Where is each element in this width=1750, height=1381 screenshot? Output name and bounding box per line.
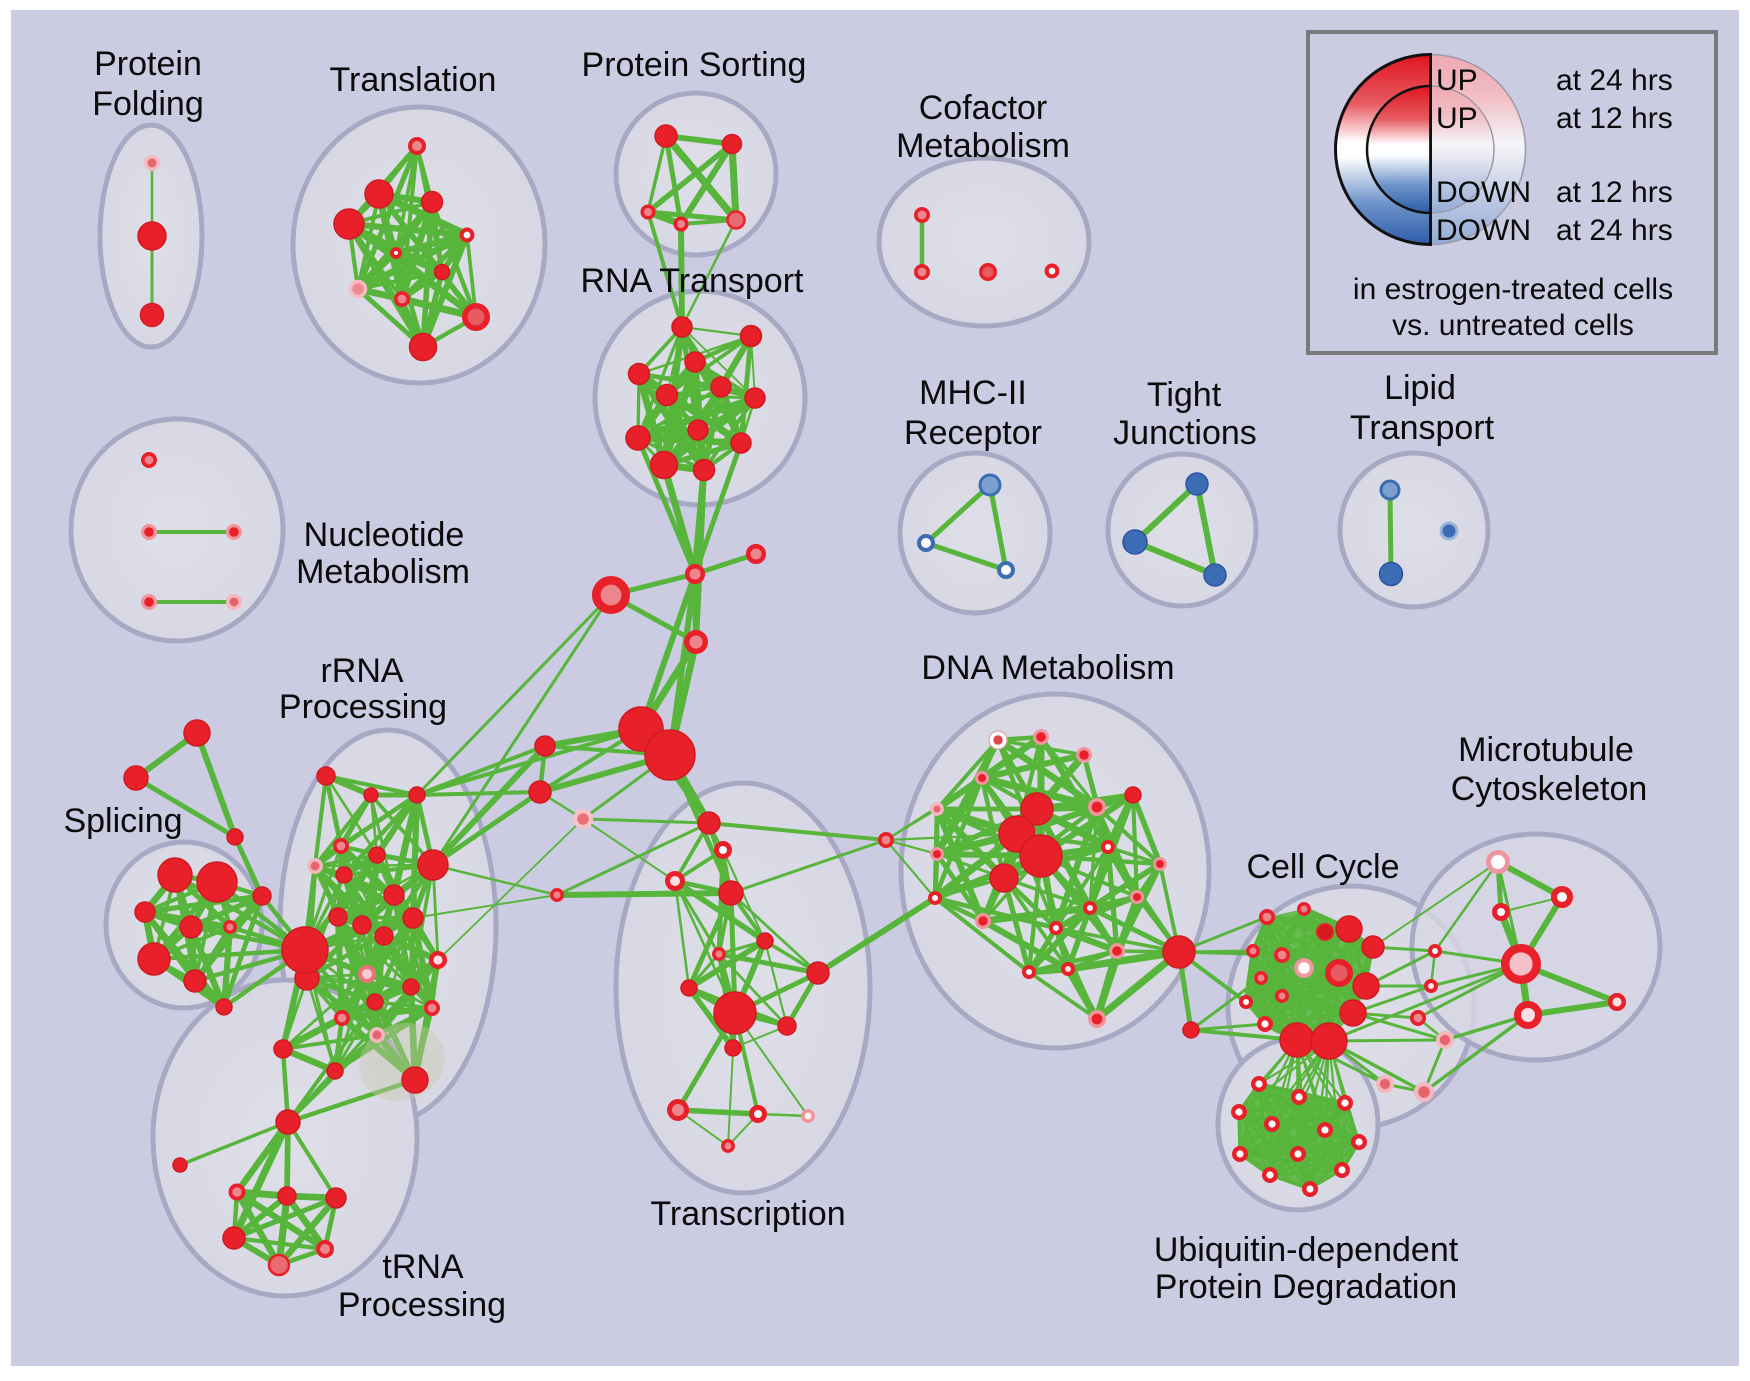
svg-text:Protein: Protein — [94, 45, 202, 83]
svg-text:UP: UP — [1436, 102, 1478, 135]
svg-text:Folding: Folding — [92, 85, 204, 123]
svg-text:Processing: Processing — [279, 688, 447, 726]
svg-text:Protein Degradation: Protein Degradation — [1155, 1268, 1457, 1306]
svg-text:Processing: Processing — [338, 1286, 506, 1324]
svg-text:Nucleotide: Nucleotide — [304, 516, 465, 554]
svg-text:at 12 hrs: at 12 hrs — [1556, 176, 1673, 209]
svg-text:Metabolism: Metabolism — [896, 127, 1070, 165]
svg-text:Cell Cycle: Cell Cycle — [1246, 848, 1399, 886]
svg-text:Lipid: Lipid — [1384, 369, 1456, 407]
svg-text:Ubiquitin-dependent: Ubiquitin-dependent — [1154, 1231, 1459, 1269]
svg-text:Receptor: Receptor — [904, 414, 1042, 452]
svg-text:Splicing: Splicing — [63, 802, 182, 840]
svg-text:DOWN: DOWN — [1436, 176, 1531, 209]
svg-text:Metabolism: Metabolism — [296, 553, 470, 591]
svg-text:Cofactor: Cofactor — [919, 89, 1048, 127]
svg-text:at 24 hrs: at 24 hrs — [1556, 64, 1673, 97]
svg-text:Transport: Transport — [1350, 409, 1495, 447]
svg-text:tRNA: tRNA — [382, 1248, 464, 1286]
svg-text:Cytoskeleton: Cytoskeleton — [1451, 770, 1648, 808]
svg-text:rRNA: rRNA — [320, 652, 403, 690]
svg-text:Tight: Tight — [1147, 376, 1222, 414]
svg-text:in estrogen-treated cells: in estrogen-treated cells — [1353, 273, 1673, 306]
svg-text:Protein Sorting: Protein Sorting — [582, 46, 807, 84]
svg-text:DNA Metabolism: DNA Metabolism — [921, 649, 1174, 687]
svg-text:RNA Transport: RNA Transport — [581, 262, 805, 300]
svg-text:UP: UP — [1436, 64, 1478, 97]
svg-text:Transcription: Transcription — [650, 1195, 845, 1233]
svg-text:at 24 hrs: at 24 hrs — [1556, 214, 1673, 247]
svg-text:Translation: Translation — [330, 61, 497, 99]
svg-text:vs. untreated cells: vs. untreated cells — [1392, 309, 1634, 342]
svg-text:Microtubule: Microtubule — [1458, 731, 1634, 769]
svg-text:Junctions: Junctions — [1113, 414, 1257, 452]
svg-text:MHC-II: MHC-II — [919, 374, 1027, 412]
svg-text:at 12 hrs: at 12 hrs — [1556, 102, 1673, 135]
svg-text:DOWN: DOWN — [1436, 214, 1531, 247]
